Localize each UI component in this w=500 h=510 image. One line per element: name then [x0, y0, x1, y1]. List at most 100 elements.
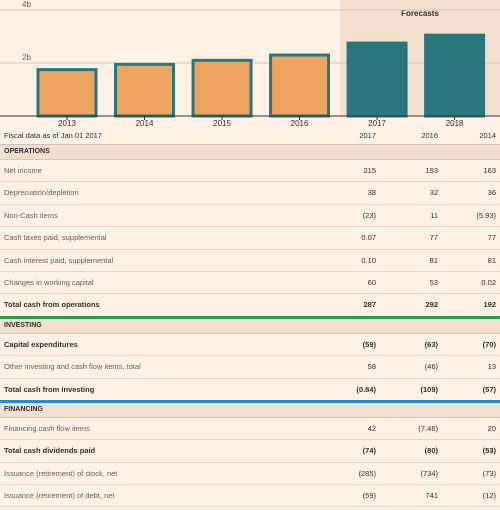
cell-value: (74) — [362, 446, 376, 456]
cell-value: 11 — [430, 210, 438, 220]
cell-value: 60 — [367, 277, 376, 287]
cell-value: 20 — [487, 423, 496, 433]
row-label: OPERATIONS — [4, 148, 50, 155]
row-label: Other investing and cash flow items, tot… — [4, 362, 141, 372]
cell-value: (23) — [362, 210, 376, 220]
cell-value: 13 — [487, 362, 496, 372]
table-row: Total cash from investing (0.84) (109) (57) — [0, 379, 500, 403]
table-row: Issuance (retirement) of debt, net (59) 74… — [0, 485, 500, 508]
cell-value: 32 — [429, 188, 438, 198]
table-row: Total cash dividends paid (74) (80) (53) — [0, 440, 500, 463]
cell-value: 0.02 — [481, 277, 496, 287]
cell-value: 2016 — [421, 131, 438, 140]
table-row: Net income 215 193 163 — [0, 160, 500, 183]
row-label: Issuance (retirement) of stock, net — [4, 468, 118, 478]
y-tick-label: 4b — [22, 0, 31, 9]
cell-value: (70) — [482, 339, 496, 349]
cell-value: 287 — [363, 300, 376, 310]
cell-value: (59) — [362, 491, 376, 501]
x-tick-label: 2013 — [58, 119, 76, 128]
row-label: Total cash from investing — [4, 384, 95, 394]
cell-value: (12) — [482, 491, 496, 501]
cell-value: (57) — [482, 384, 496, 394]
row-label: Fiscal data as of Jan 01 2017 — [4, 131, 102, 140]
cell-value: 2017 — [359, 131, 376, 140]
cell-value: 192 — [483, 300, 496, 310]
row-label: Financing cash flow items — [4, 423, 90, 433]
cell-value: 77 — [487, 233, 496, 243]
cell-value: (59) — [362, 339, 376, 349]
x-tick-label: 2017 — [368, 119, 386, 128]
cash-flow-table: Fiscal data as of Jan 01 2017 2017 2016 201… — [0, 128, 500, 508]
row-label: Net income — [4, 166, 42, 175]
x-tick-label: 2014 — [136, 119, 154, 128]
table-row: Issuance (retirement) of stock, net (285)… — [0, 463, 500, 486]
cell-value: 741 — [425, 491, 438, 501]
cell-value: (7.46) — [418, 423, 438, 433]
table-row: Financing cash flow items 42 (7.46) 20 — [0, 418, 500, 441]
cell-value: 215 — [363, 166, 376, 175]
cell-value: 38 — [367, 188, 376, 198]
table-row: Depreciation/depletion 38 32 36 — [0, 182, 500, 205]
x-tick-label: 2018 — [446, 119, 464, 128]
cell-value: (63) — [424, 339, 438, 349]
table-row: Non-Cash items (23) 11 (5.93) — [0, 205, 500, 228]
bar-2014 — [114, 62, 176, 118]
cell-value: 163 — [483, 166, 496, 175]
cell-value: 292 — [425, 300, 438, 310]
row-label: Non-Cash items — [4, 210, 58, 220]
cell-value: 0.10 — [361, 255, 376, 265]
row-label: Capital expenditures — [4, 339, 78, 349]
x-tick-label: 2015 — [213, 119, 231, 128]
cell-value: 81 — [487, 255, 496, 265]
cell-value: 81 — [429, 255, 438, 265]
chart-x-ticks: 2013 2014 2015 2016 2017 2018 — [58, 116, 464, 128]
row-label: Issuance (retirement) of debt, net — [4, 491, 115, 501]
row-label: Depreciation/depletion — [4, 188, 79, 198]
revenue-bar-chart: Forecasts 2b 4b 2013 2014 2015 2016 2017 2018 — [0, 0, 500, 128]
row-label: Total cash dividends paid — [4, 446, 96, 456]
bar-2015 — [191, 58, 253, 118]
cell-value: 42 — [367, 423, 376, 433]
cell-value: 193 — [425, 166, 438, 175]
cell-value: (285) — [358, 468, 376, 478]
table-row: Cash interest paid, supplemental 0.10 81 81 — [0, 250, 500, 272]
cell-value: (46) — [424, 362, 438, 372]
cell-value: (0.84) — [356, 384, 376, 394]
section-header: OPERATIONS — [0, 145, 500, 160]
y-tick-label: 2b — [22, 53, 31, 62]
row-label: INVESTING — [4, 321, 42, 329]
table-row: Other investing and cash flow items, tot… — [0, 356, 500, 379]
table-row: Cash taxes paid, supplemental 0.07 77 77 — [0, 227, 500, 250]
bar-2016 — [269, 53, 331, 118]
cell-value: (80) — [424, 446, 438, 456]
table-row: Capital expenditures (59) (63) (70) — [0, 334, 500, 357]
section-header: INVESTING — [0, 318, 500, 334]
table-header: Fiscal data as of Jan 01 2017 2017 2016 201… — [0, 128, 500, 145]
bar-2013 — [36, 68, 98, 118]
row-label: Total cash from operations — [4, 300, 100, 310]
bar-2017 — [346, 41, 408, 118]
chart-bars — [36, 33, 486, 118]
cell-value: 77 — [429, 233, 438, 243]
table-row: Total cash from operations 287 292 192 — [0, 294, 500, 319]
cell-value: (109) — [420, 384, 438, 394]
section-header: FINANCING — [0, 402, 500, 418]
cell-value: (73) — [482, 468, 496, 478]
cell-value: (734) — [420, 468, 438, 478]
cell-value: 36 — [487, 188, 496, 198]
cell-value: 2014 — [479, 131, 496, 140]
forecast-label: Forecasts — [401, 9, 439, 18]
cell-value: (5.93) — [476, 210, 496, 220]
table-row: Changes in working capital 60 53 0.02 — [0, 272, 500, 295]
row-label: FINANCING — [4, 405, 43, 413]
cell-value: 58 — [367, 362, 376, 372]
cell-value: (53) — [482, 446, 496, 456]
bar-2018 — [424, 33, 486, 118]
row-label: Cash interest paid, supplemental — [4, 255, 114, 265]
row-label: Changes in working capital — [4, 277, 94, 287]
cell-value: 53 — [429, 277, 438, 287]
row-label: Cash taxes paid, supplemental — [4, 233, 107, 243]
x-tick-label: 2016 — [291, 119, 309, 128]
cell-value: 0.07 — [361, 233, 376, 243]
